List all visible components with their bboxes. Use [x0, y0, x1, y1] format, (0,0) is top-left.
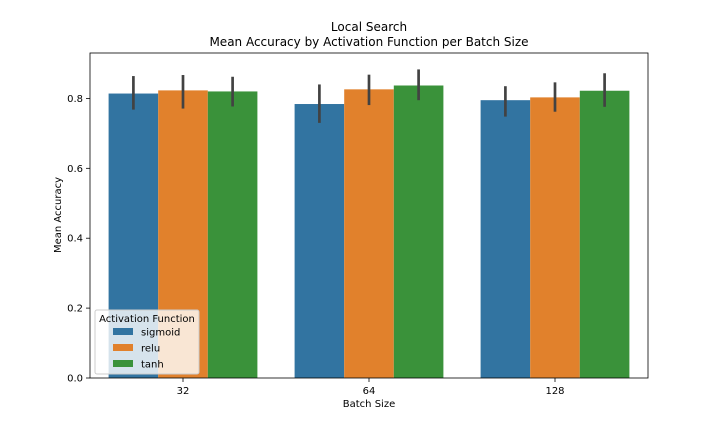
plot-frame: [89, 52, 649, 379]
chart-subtitle: Mean Accuracy by Activation Function per…: [209, 35, 528, 49]
legend: Activation Function sigmoid relu tanh: [94, 309, 200, 375]
x-tick-label-64: 64: [363, 386, 376, 397]
bar-relu-64: [344, 89, 394, 378]
legend-swatch-relu: [113, 344, 133, 351]
bar-tanh-32: [207, 91, 258, 378]
legend-swatch-sigmoid: [113, 328, 133, 335]
legend-items: sigmoid relu tanh: [113, 328, 180, 371]
y-tick-label-0.4: 0.4: [67, 234, 83, 245]
x-tick-label-128: 128: [545, 386, 564, 397]
bars-group: [108, 85, 630, 379]
legend-label-sigmoid: sigmoid: [141, 328, 180, 339]
x-axis-label: Batch Size: [343, 399, 395, 410]
bar-relu-128: [530, 97, 580, 378]
bar-sigmoid-64: [294, 104, 345, 379]
y-axis-label: Mean Accuracy: [53, 177, 64, 253]
legend-box: [94, 309, 200, 375]
axes-group: 32 64 128 0.0 0.2 0.4 0.6 0.8: [67, 52, 649, 397]
y-tick-label-0.0: 0.0: [67, 374, 83, 385]
errorbars-group: [132, 69, 606, 123]
legend-label-relu: relu: [141, 344, 160, 355]
y-tick-label-0.8: 0.8: [67, 94, 83, 105]
legend-swatch-tanh: [113, 360, 133, 367]
chart-title: Local Search: [331, 20, 407, 34]
bar-sigmoid-128: [480, 100, 531, 379]
y-tick-label-0.6: 0.6: [67, 164, 83, 175]
legend-title: Activation Function: [99, 314, 195, 325]
y-tick-label-0.2: 0.2: [67, 304, 83, 315]
legend-label-tanh: tanh: [141, 360, 164, 371]
bar-tanh-128: [579, 90, 630, 379]
x-tick-label-32: 32: [177, 386, 190, 397]
bar-tanh-64: [393, 85, 444, 378]
